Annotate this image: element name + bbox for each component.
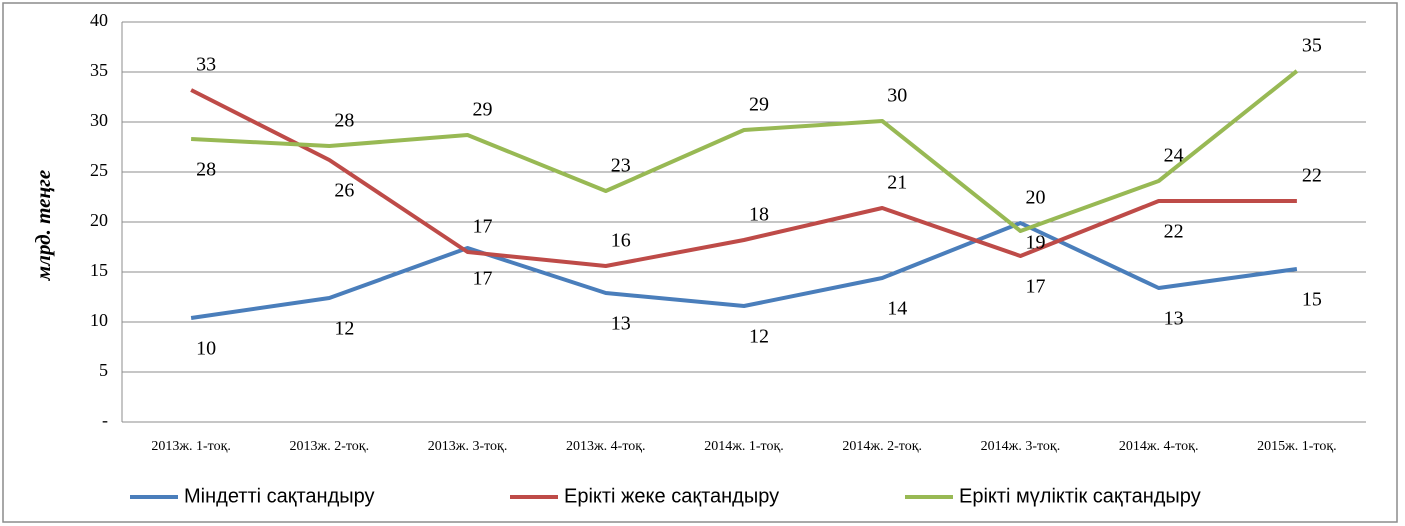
y-tick-label: 25	[90, 160, 108, 180]
y-tick-label: 40	[90, 10, 108, 30]
y-tick-label: 35	[90, 60, 108, 80]
data-label: 17	[473, 216, 493, 238]
y-tick-label: -	[102, 410, 108, 430]
data-label: 33	[196, 54, 216, 76]
data-label: 17	[1025, 276, 1045, 298]
x-tick-label: 2013ж. 1-тоқ.	[151, 439, 231, 454]
data-label: 28	[196, 159, 216, 181]
data-label: 10	[196, 338, 216, 360]
data-label: 12	[334, 318, 354, 340]
data-label: 35	[1302, 35, 1322, 57]
x-tick-label: 2013ж. 4-тоқ.	[566, 439, 646, 454]
data-label: 24	[1164, 145, 1184, 167]
data-label: 13	[611, 313, 631, 335]
data-label: 16	[611, 230, 631, 252]
x-tick-label: 2014ж. 3-тоқ.	[981, 439, 1061, 454]
y-tick-label: 30	[90, 110, 108, 130]
y-tick-label: 5	[99, 360, 108, 380]
data-label: 20	[1025, 187, 1045, 209]
series-line	[191, 69, 1299, 233]
data-label: 13	[1164, 308, 1184, 330]
y-tick-label: 20	[90, 210, 108, 230]
data-label: 15	[1302, 289, 1322, 311]
x-tick-label: 2013ж. 2-тоқ.	[290, 439, 370, 454]
data-label: 12	[749, 326, 769, 348]
legend-label: Ерікті мүліктік сақтандыру	[959, 485, 1201, 507]
series-line	[190, 221, 1298, 320]
data-label: 26	[334, 180, 354, 202]
data-label: 30	[887, 85, 907, 107]
x-tick-label: 2014ж. 2-тоқ.	[842, 439, 922, 454]
data-label: 21	[887, 172, 907, 194]
data-label: 17	[473, 268, 493, 290]
data-label: 28	[334, 110, 354, 132]
x-tick-label: 2013ж. 3-тоқ.	[428, 439, 508, 454]
data-label: 19	[1025, 231, 1045, 253]
data-label: 14	[887, 298, 907, 320]
y-axis-title: млрд. теңге	[31, 170, 55, 281]
x-tick-label: 2014ж. 4-тоқ.	[1119, 439, 1199, 454]
y-tick-label: 10	[90, 310, 108, 330]
legend-label: Міндетті сақтандыру	[184, 485, 375, 507]
data-label: 29	[473, 99, 493, 121]
data-label: 23	[611, 155, 631, 177]
x-tick-label: 2015ж. 1-тоқ.	[1257, 439, 1337, 454]
data-label: 22	[1302, 165, 1322, 187]
y-tick-label: 15	[90, 260, 108, 280]
data-label: 22	[1164, 221, 1184, 243]
data-label: 29	[749, 94, 769, 116]
data-label: 18	[749, 204, 769, 226]
legend-label: Ерікті жеке сақтандыру	[564, 485, 779, 507]
series-line	[190, 88, 1297, 268]
x-tick-label: 2014ж. 1-тоқ.	[704, 439, 784, 454]
